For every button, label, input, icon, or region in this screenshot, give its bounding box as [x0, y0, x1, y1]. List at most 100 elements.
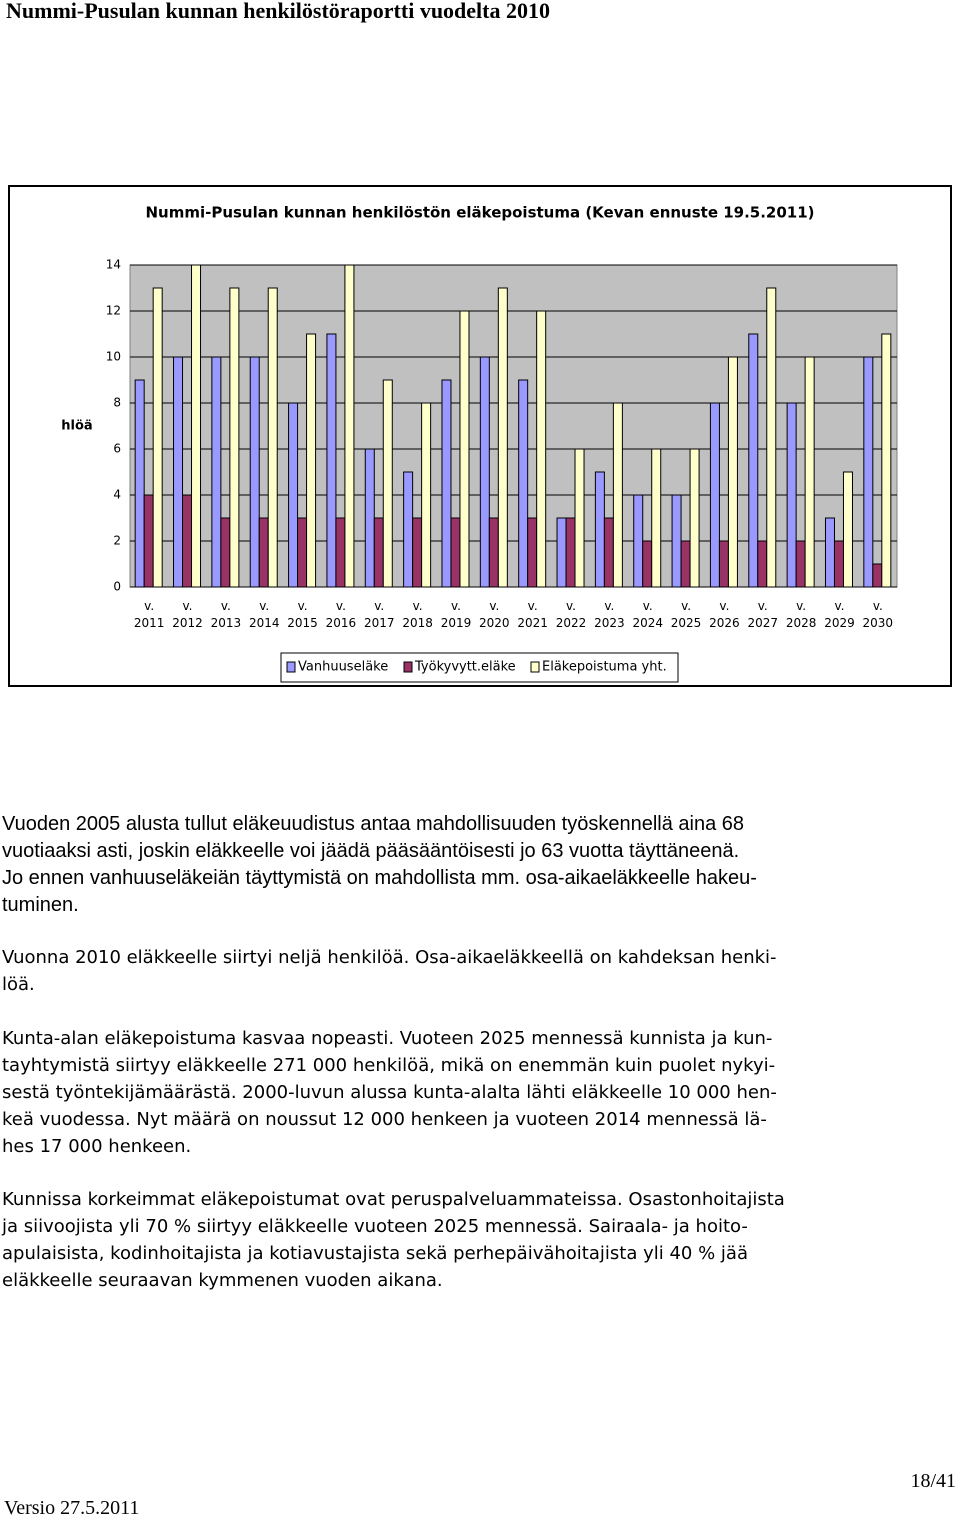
paragraph: Kunnissa korkeimmat eläkepoistumat ovat … [2, 1186, 785, 1294]
header-title: Nummi-Pusulan kunnan henkilöstöraportti … [6, 0, 550, 23]
page-number: 18/41 [910, 1470, 956, 1492]
bar [326, 333, 337, 588]
bar [518, 379, 529, 588]
chart-title: Nummi-Pusulan kunnan henkilöstön eläkepo… [145, 204, 814, 222]
bar [824, 517, 835, 588]
x-tick-label: v. 2016 [325, 599, 357, 630]
bar [766, 287, 777, 588]
bar [220, 517, 231, 588]
bar [173, 356, 184, 588]
text-line: hes 17 000 henkeen. [2, 1136, 192, 1157]
bar [671, 494, 682, 588]
legend-label: Työkyvytt.eläke [414, 660, 516, 675]
legend-swatch [286, 661, 296, 673]
bar [258, 517, 269, 588]
bar [556, 517, 567, 588]
bar [872, 563, 883, 588]
bar [479, 356, 490, 588]
bar [229, 287, 240, 588]
bar [565, 517, 576, 588]
bar [373, 517, 384, 588]
bar [267, 287, 278, 588]
x-tick-label: v. 2021 [517, 599, 548, 630]
bar [689, 448, 700, 588]
x-tick-label: v. 2017 [363, 599, 395, 630]
bar [211, 356, 222, 588]
text-line: ja siivoojista yli 70 % siirtyy eläkkeel… [2, 1216, 748, 1237]
text-line: löä. [2, 974, 35, 995]
bar [344, 264, 355, 588]
text-line: apulaisista, kodinhoitajista ja kotiavus… [2, 1243, 748, 1264]
y-tick-label: 0 [113, 580, 121, 594]
version: Versio 27.5.2011 [4, 1497, 140, 1519]
y-tick-label: 8 [113, 396, 121, 410]
plot-area [129, 264, 898, 588]
bar [488, 517, 499, 588]
chart: Nummi-Pusulan kunnan henkilöstön eläkepo… [8, 185, 952, 687]
text-line: tayhtymistä siirtyy eläkkeelle 271 000 h… [2, 1055, 776, 1076]
text-line: Vuonna 2010 eläkkeelle siirtyi neljä hen… [2, 947, 777, 968]
bar [182, 494, 193, 588]
bar [842, 471, 853, 588]
text-line: sestä työntekijämäärästä. 2000-luvun alu… [2, 1082, 777, 1103]
x-tick-label: v. 2029 [824, 599, 855, 630]
x-tick-label: v. 2013 [210, 599, 242, 630]
x-tick-label: v. 2014 [248, 599, 280, 630]
text-line: Vuoden 2005 alusta tullut eläkeuudistus … [2, 813, 745, 835]
bar [527, 517, 538, 588]
bar [497, 287, 508, 588]
x-tick-label: v. 2027 [747, 599, 779, 630]
text-line: tuminen. [2, 894, 79, 916]
bar [709, 402, 720, 588]
x-tick-label: v. 2026 [709, 599, 740, 630]
bar [441, 379, 452, 588]
bar [727, 356, 738, 588]
paragraph: Kunta-alan eläkepoistuma kasvaa nopeasti… [2, 1025, 777, 1160]
legend-swatch [403, 661, 413, 673]
bar [795, 540, 806, 588]
bar [748, 333, 759, 588]
y-tick-label: 14 [106, 258, 121, 272]
bar [403, 471, 414, 588]
paragraph: Vuonna 2010 eläkkeelle siirtyi neljä hen… [2, 944, 777, 998]
x-tick-label: v. 2015 [287, 599, 318, 630]
bar [143, 494, 154, 588]
bar [297, 517, 308, 588]
text-line: eläkkeelle seuraavan kymmenen vuoden aik… [2, 1270, 443, 1291]
bar [642, 540, 653, 588]
bar [288, 402, 299, 588]
text-line: vuotiaaksi asti, joskin eläkkeelle voi j… [2, 840, 740, 862]
bar [364, 448, 375, 588]
bar [306, 333, 317, 588]
bar [786, 402, 797, 588]
x-tick-label: v. 2020 [479, 599, 510, 630]
bar [574, 448, 585, 588]
y-axis-label: hlöä [61, 419, 92, 434]
bar [594, 471, 605, 588]
legend-swatch [530, 661, 540, 673]
bar [757, 540, 768, 588]
x-tick-label: v. 2030 [862, 599, 894, 630]
x-tick-label: v. 2025 [670, 599, 702, 630]
text-line: Jo ennen vanhuuseläkeiän täyttymistä on … [2, 867, 757, 889]
bar [612, 402, 623, 588]
bar [833, 540, 844, 588]
bar [382, 379, 393, 588]
x-tick-label: v. 2023 [594, 599, 625, 630]
bar [450, 517, 461, 588]
bar [335, 517, 346, 588]
y-tick-label: 4 [113, 488, 121, 502]
x-tick-label: v. 2022 [555, 599, 587, 630]
bar [863, 356, 874, 588]
x-tick-label: v. 2024 [632, 599, 663, 630]
bar [881, 333, 892, 588]
x-tick-label: v. 2018 [402, 599, 433, 630]
bar [459, 310, 470, 588]
bar [249, 356, 260, 588]
bar [603, 517, 614, 588]
x-tick-label: v. 2011 [133, 599, 165, 630]
legend-label: Vanhuuseläke [298, 660, 388, 675]
legend-box [280, 652, 679, 683]
paragraph: Vuoden 2005 alusta tullut eläkeuudistus … [2, 811, 757, 919]
